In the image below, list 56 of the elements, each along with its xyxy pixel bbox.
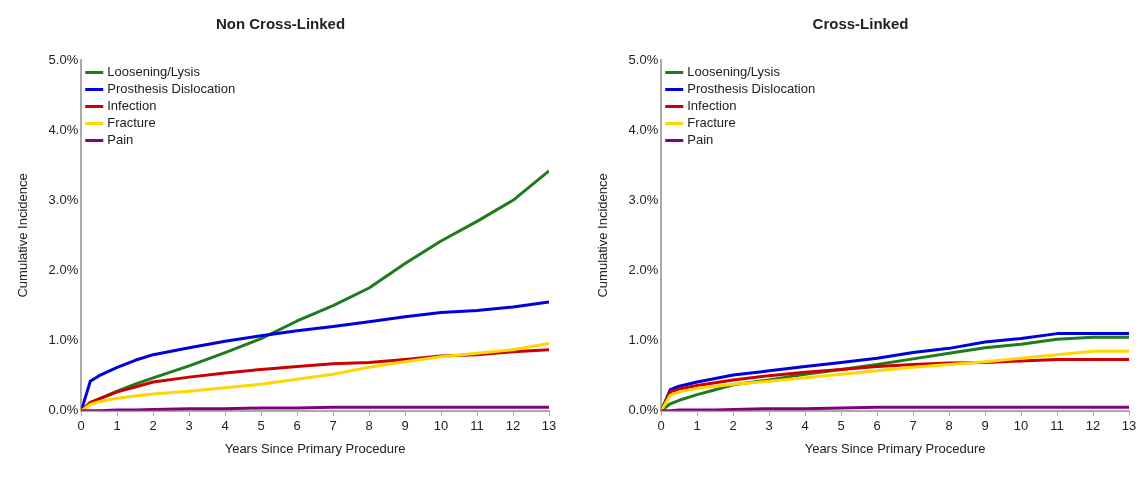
x-tick-label: 7 — [329, 418, 337, 434]
x-tick-label: 4 — [801, 418, 809, 434]
y-tick-label: 2.0% — [628, 262, 659, 278]
legend-label: Prosthesis Dislocation — [107, 81, 236, 97]
y-tick-label: 2.0% — [48, 262, 79, 278]
x-tick-label: 13 — [541, 418, 557, 434]
y-tick-label: 5.0% — [628, 51, 659, 67]
x-tick-label: 0 — [657, 418, 665, 434]
chart-title: Non Cross-Linked — [215, 15, 346, 33]
x-tick-label: 6 — [873, 418, 881, 434]
x-tick-label: 10 — [433, 418, 449, 434]
legend-label: Infection — [107, 98, 157, 114]
y-tick-label: 3.0% — [48, 191, 79, 207]
x-tick-label: 8 — [365, 418, 373, 434]
x-axis-title: Years Since Primary Procedure — [804, 440, 986, 456]
legend-label: Fracture — [687, 115, 736, 131]
legend-label: Infection — [687, 98, 737, 114]
chart-title: Cross-Linked — [812, 15, 909, 33]
y-tick-label: 1.0% — [48, 332, 79, 348]
legend-label: Loosening/Lysis — [687, 64, 781, 80]
y-tick-label: 0.0% — [48, 402, 79, 418]
x-tick-label: 2 — [729, 418, 737, 434]
x-tick-label: 11 — [1050, 418, 1064, 434]
x-tick-label: 4 — [221, 418, 229, 434]
x-tick-label: 0 — [77, 418, 85, 434]
legend-label: Loosening/Lysis — [107, 64, 201, 80]
y-tick-label: 4.0% — [628, 121, 659, 137]
x-tick-label: 6 — [293, 418, 301, 434]
legend-label: Fracture — [107, 115, 156, 131]
y-tick-label: 0.0% — [628, 402, 659, 418]
x-tick-label: 2 — [149, 418, 157, 434]
y-tick-label: 4.0% — [48, 121, 79, 137]
y-tick-label: 5.0% — [48, 51, 79, 67]
x-tick-label: 3 — [185, 418, 193, 434]
legend-label: Pain — [107, 132, 134, 148]
x-tick-label: 3 — [765, 418, 773, 434]
x-tick-label: 11 — [470, 418, 484, 434]
y-tick-label: 3.0% — [628, 191, 659, 207]
x-tick-label: 5 — [257, 418, 265, 434]
y-axis-title: Cumulative Incidence — [595, 173, 611, 298]
x-tick-label: 12 — [1085, 418, 1101, 434]
y-tick-label: 1.0% — [628, 332, 659, 348]
x-tick-label: 12 — [505, 418, 521, 434]
x-tick-label: 13 — [1121, 418, 1137, 434]
x-tick-label: 8 — [945, 418, 953, 434]
x-tick-label: 1 — [693, 418, 701, 434]
x-tick-label: 10 — [1013, 418, 1029, 434]
x-tick-label: 9 — [981, 418, 989, 434]
y-axis-title: Cumulative Incidence — [15, 173, 31, 298]
x-tick-label: 5 — [837, 418, 845, 434]
x-tick-label: 7 — [909, 418, 917, 434]
x-tick-label: 1 — [113, 418, 121, 434]
x-tick-label: 9 — [401, 418, 409, 434]
legend-label: Pain — [687, 132, 714, 148]
x-axis-title: Years Since Primary Procedure — [224, 440, 406, 456]
legend-label: Prosthesis Dislocation — [687, 81, 816, 97]
